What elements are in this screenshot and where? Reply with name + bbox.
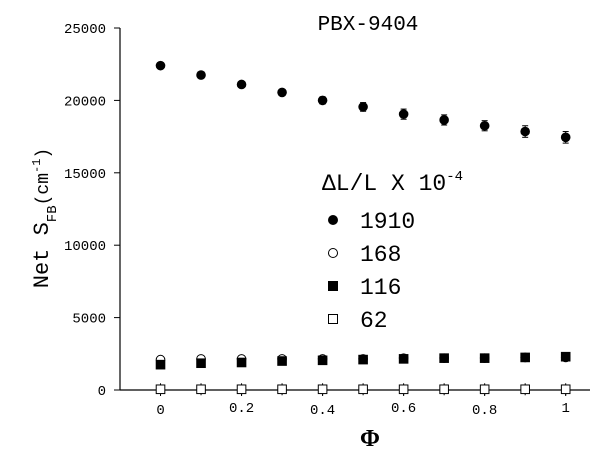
data-point bbox=[277, 87, 287, 98]
y-axis-label: Net SFB(cm-1) bbox=[30, 148, 61, 288]
legend-title-exp: -4 bbox=[446, 169, 463, 185]
data-point bbox=[236, 357, 247, 368]
data-point bbox=[236, 79, 247, 90]
data-point bbox=[398, 354, 409, 364]
legend-marker bbox=[328, 314, 338, 324]
data-point bbox=[520, 126, 530, 137]
data-marks bbox=[155, 60, 571, 396]
y-tick-label: 5000 bbox=[72, 312, 106, 328]
data-point bbox=[196, 70, 206, 80]
data-point bbox=[236, 384, 247, 395]
data-point bbox=[358, 384, 368, 395]
data-point bbox=[358, 354, 368, 365]
data-point bbox=[398, 109, 409, 119]
data-point bbox=[439, 384, 449, 395]
legend-marker bbox=[328, 248, 338, 258]
data-point bbox=[560, 351, 571, 362]
data-point bbox=[317, 384, 328, 395]
data-point bbox=[155, 60, 166, 71]
legend-label: 1910 bbox=[360, 209, 415, 235]
legend-title: ΔL/L X 10-4 bbox=[322, 169, 463, 197]
data-point bbox=[358, 102, 368, 112]
legend-item-1910: 1910 bbox=[328, 209, 415, 235]
legend-item-168: 168 bbox=[328, 242, 401, 268]
x-tick-label: 1 bbox=[561, 401, 569, 417]
data-point bbox=[560, 132, 571, 143]
x-tick-label: 0.8 bbox=[472, 403, 497, 419]
data-point bbox=[479, 353, 490, 363]
legend-label: 116 bbox=[360, 275, 401, 301]
data-point bbox=[277, 384, 287, 395]
data-point bbox=[277, 356, 287, 366]
data-point bbox=[479, 120, 490, 131]
ticks: 0 5000 10000 15000 20000 25000 0 0.2 0.4 0.6 0.8 1 bbox=[64, 22, 570, 419]
x-tick-label: 0.2 bbox=[229, 401, 254, 417]
legend-marker bbox=[328, 215, 338, 225]
y-axis-label-unit: (cm bbox=[34, 173, 54, 205]
data-point bbox=[317, 355, 328, 366]
legend-item-62: 62 bbox=[328, 308, 388, 334]
data-point bbox=[155, 384, 166, 395]
y-axis-label-unit-close: ) bbox=[34, 148, 54, 159]
y-tick-label: 20000 bbox=[64, 94, 106, 110]
y-tick-label: 10000 bbox=[64, 239, 106, 255]
legend-marker bbox=[328, 281, 338, 291]
data-point bbox=[439, 353, 449, 363]
data-point bbox=[560, 384, 571, 395]
legend: ΔL/L X 10-4 1910 168 116 62 bbox=[322, 169, 463, 334]
data-point bbox=[317, 95, 328, 106]
legend-item-116: 116 bbox=[328, 275, 401, 301]
data-point bbox=[479, 384, 490, 395]
data-point bbox=[196, 384, 206, 395]
series-1910 bbox=[155, 60, 571, 144]
legend-label: 62 bbox=[360, 308, 388, 334]
series-62 bbox=[155, 383, 571, 396]
y-tick-label: 25000 bbox=[64, 22, 106, 38]
x-tick-label: 0.4 bbox=[310, 403, 335, 419]
data-point bbox=[520, 384, 530, 395]
legend-title-main: ΔL/L X 10 bbox=[322, 171, 446, 197]
data-point bbox=[196, 358, 206, 369]
data-point bbox=[439, 115, 449, 125]
x-tick-label: 0.6 bbox=[391, 401, 416, 417]
y-tick-label: 15000 bbox=[64, 167, 106, 183]
data-point bbox=[155, 359, 166, 370]
x-axis-label: Φ bbox=[360, 426, 380, 449]
y-axis-label-main: Net S bbox=[30, 222, 55, 288]
x-tick-label: 0 bbox=[156, 403, 164, 419]
data-point bbox=[398, 384, 409, 395]
y-axis-label-unit-exp: -1 bbox=[30, 159, 44, 173]
data-point bbox=[520, 352, 530, 363]
series-116 bbox=[155, 351, 571, 370]
chart-title: PBX-9404 bbox=[318, 14, 419, 37]
y-tick-label: 0 bbox=[98, 384, 106, 400]
axes bbox=[119, 28, 590, 391]
y-axis-label-sub: FB bbox=[45, 205, 61, 222]
legend-label: 168 bbox=[360, 242, 401, 268]
